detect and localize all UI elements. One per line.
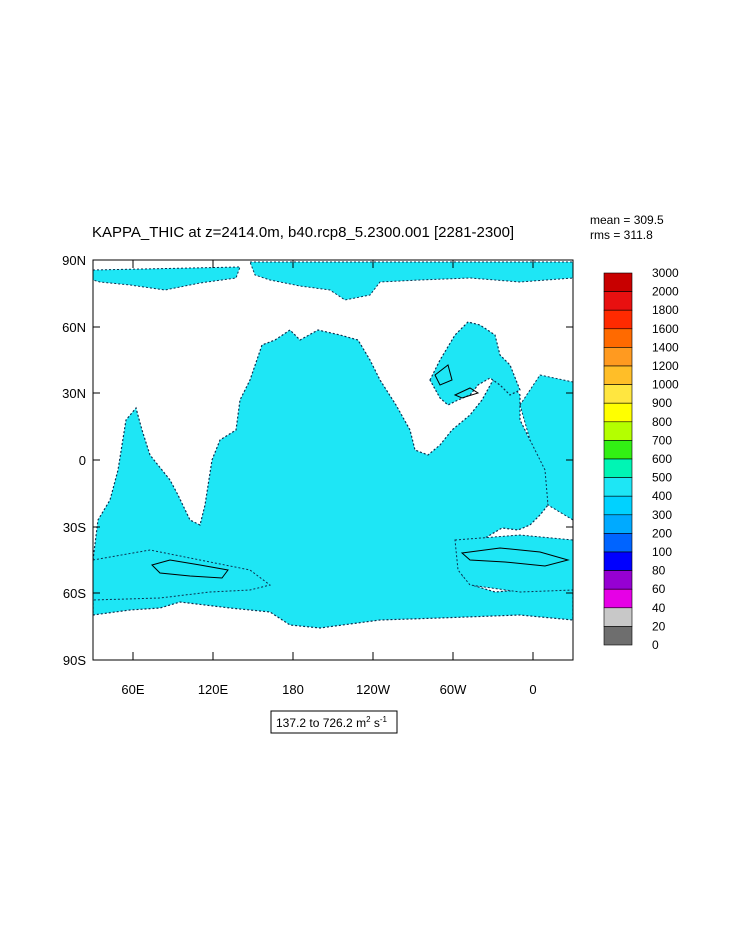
colorbar-swatch [603,533,633,553]
colorbar-label: 1600 [652,322,679,336]
colorbar-swatch [603,291,633,311]
lat-label-0: 0 [79,453,86,468]
range-label: 137.2 to 726.2 m2 s-1 [276,715,388,730]
colorbar-label: 400 [652,489,672,503]
colorbar: 3000200018001600140012001000900800700600… [603,266,679,652]
range-box: 137.2 to 726.2 m2 s-1 [270,710,398,734]
rms-label: rms = 311.8 [590,228,653,242]
lon-label-0: 0 [529,682,536,697]
contour-atlantic-2 [453,387,480,399]
colorbar-label: 700 [652,433,672,447]
map-panel: 90N 60N 30N 0 30S 60S 90S 60E 120E 180 1… [62,253,574,697]
colorbar-label: 800 [652,415,672,429]
colorbar-swatch [603,421,633,441]
colorbar-label: 80 [652,564,666,578]
colorbar-label: 0 [652,638,659,652]
colorbar-label: 200 [652,526,672,540]
colorbar-swatch [603,272,633,292]
colorbar-label: 1400 [652,340,679,354]
ocean-main [93,329,573,629]
colorbar-label: 40 [652,601,666,615]
colorbar-label: 20 [652,619,666,633]
range-sup-1: 2 [366,715,371,724]
colorbar-label: 900 [652,396,672,410]
colorbar-swatch [603,626,633,646]
lat-label-60s: 60S [63,586,86,601]
lat-label-90s: 90S [63,653,86,668]
ocean-field [93,261,573,629]
lon-label-180: 180 [282,682,304,697]
colorbar-label: 2000 [652,285,679,299]
plot-title: KAPPA_THIC at z=2414.0m, b40.rcp8_5.2300… [92,224,514,241]
lon-label-60e: 60E [121,682,144,697]
colorbar-swatch [603,440,633,460]
ocean-gulf [519,374,573,521]
contour-southern-1 [151,559,229,579]
range-sup-2: -1 [380,715,388,724]
colorbar-label: 1000 [652,378,679,392]
colorbar-label: 1200 [652,359,679,373]
colorbar-swatch [603,365,633,385]
lat-axis: 90N 60N 30N 0 30S 60S 90S [62,253,573,668]
lon-label-120e: 120E [198,682,229,697]
lat-label-90n: 90N [62,253,86,268]
colorbar-swatch [603,328,633,348]
colorbar-label: 60 [652,582,666,596]
colorbar-label: 500 [652,471,672,485]
contour-southern-2 [460,547,570,567]
mean-label: mean = 309.5 [590,213,664,227]
ocean-atlantic-north [429,321,521,406]
ocean-southeast [454,534,573,593]
colorbar-swatch [603,402,633,423]
contour-atlantic-1 [434,364,453,386]
colorbar-label: 100 [652,545,672,559]
ocean-arctic [93,266,241,291]
colorbar-label: 600 [652,452,672,466]
colorbar-swatch [603,551,633,571]
lat-label-30n: 30N [62,386,86,401]
colorbar-swatch [603,347,633,367]
range-mid: s [371,716,380,730]
lat-label-60n: 60N [62,320,86,335]
colorbar-swatch [603,570,633,590]
colorbar-swatch [603,384,633,404]
colorbar-swatch [603,588,633,609]
colorbar-label: 300 [652,508,672,522]
lon-axis: 60E 120E 180 120W 60W 0 [121,260,537,697]
range-box-frame [270,710,398,734]
colorbar-swatch [603,458,633,478]
range-text: 137.2 to 726.2 m [276,716,366,730]
colorbar-swatch [603,607,633,627]
colorbar-swatch [603,514,633,534]
colorbar-label: 3000 [652,266,679,280]
colorbar-label: 1800 [652,303,679,317]
ocean-arctic-east [249,261,573,301]
lon-label-120w: 120W [356,682,391,697]
lat-label-30s: 30S [63,520,86,535]
colorbar-swatch [603,495,633,516]
colorbar-swatch [603,477,633,497]
colorbar-swatch [603,309,633,330]
lon-label-60w: 60W [440,682,467,697]
